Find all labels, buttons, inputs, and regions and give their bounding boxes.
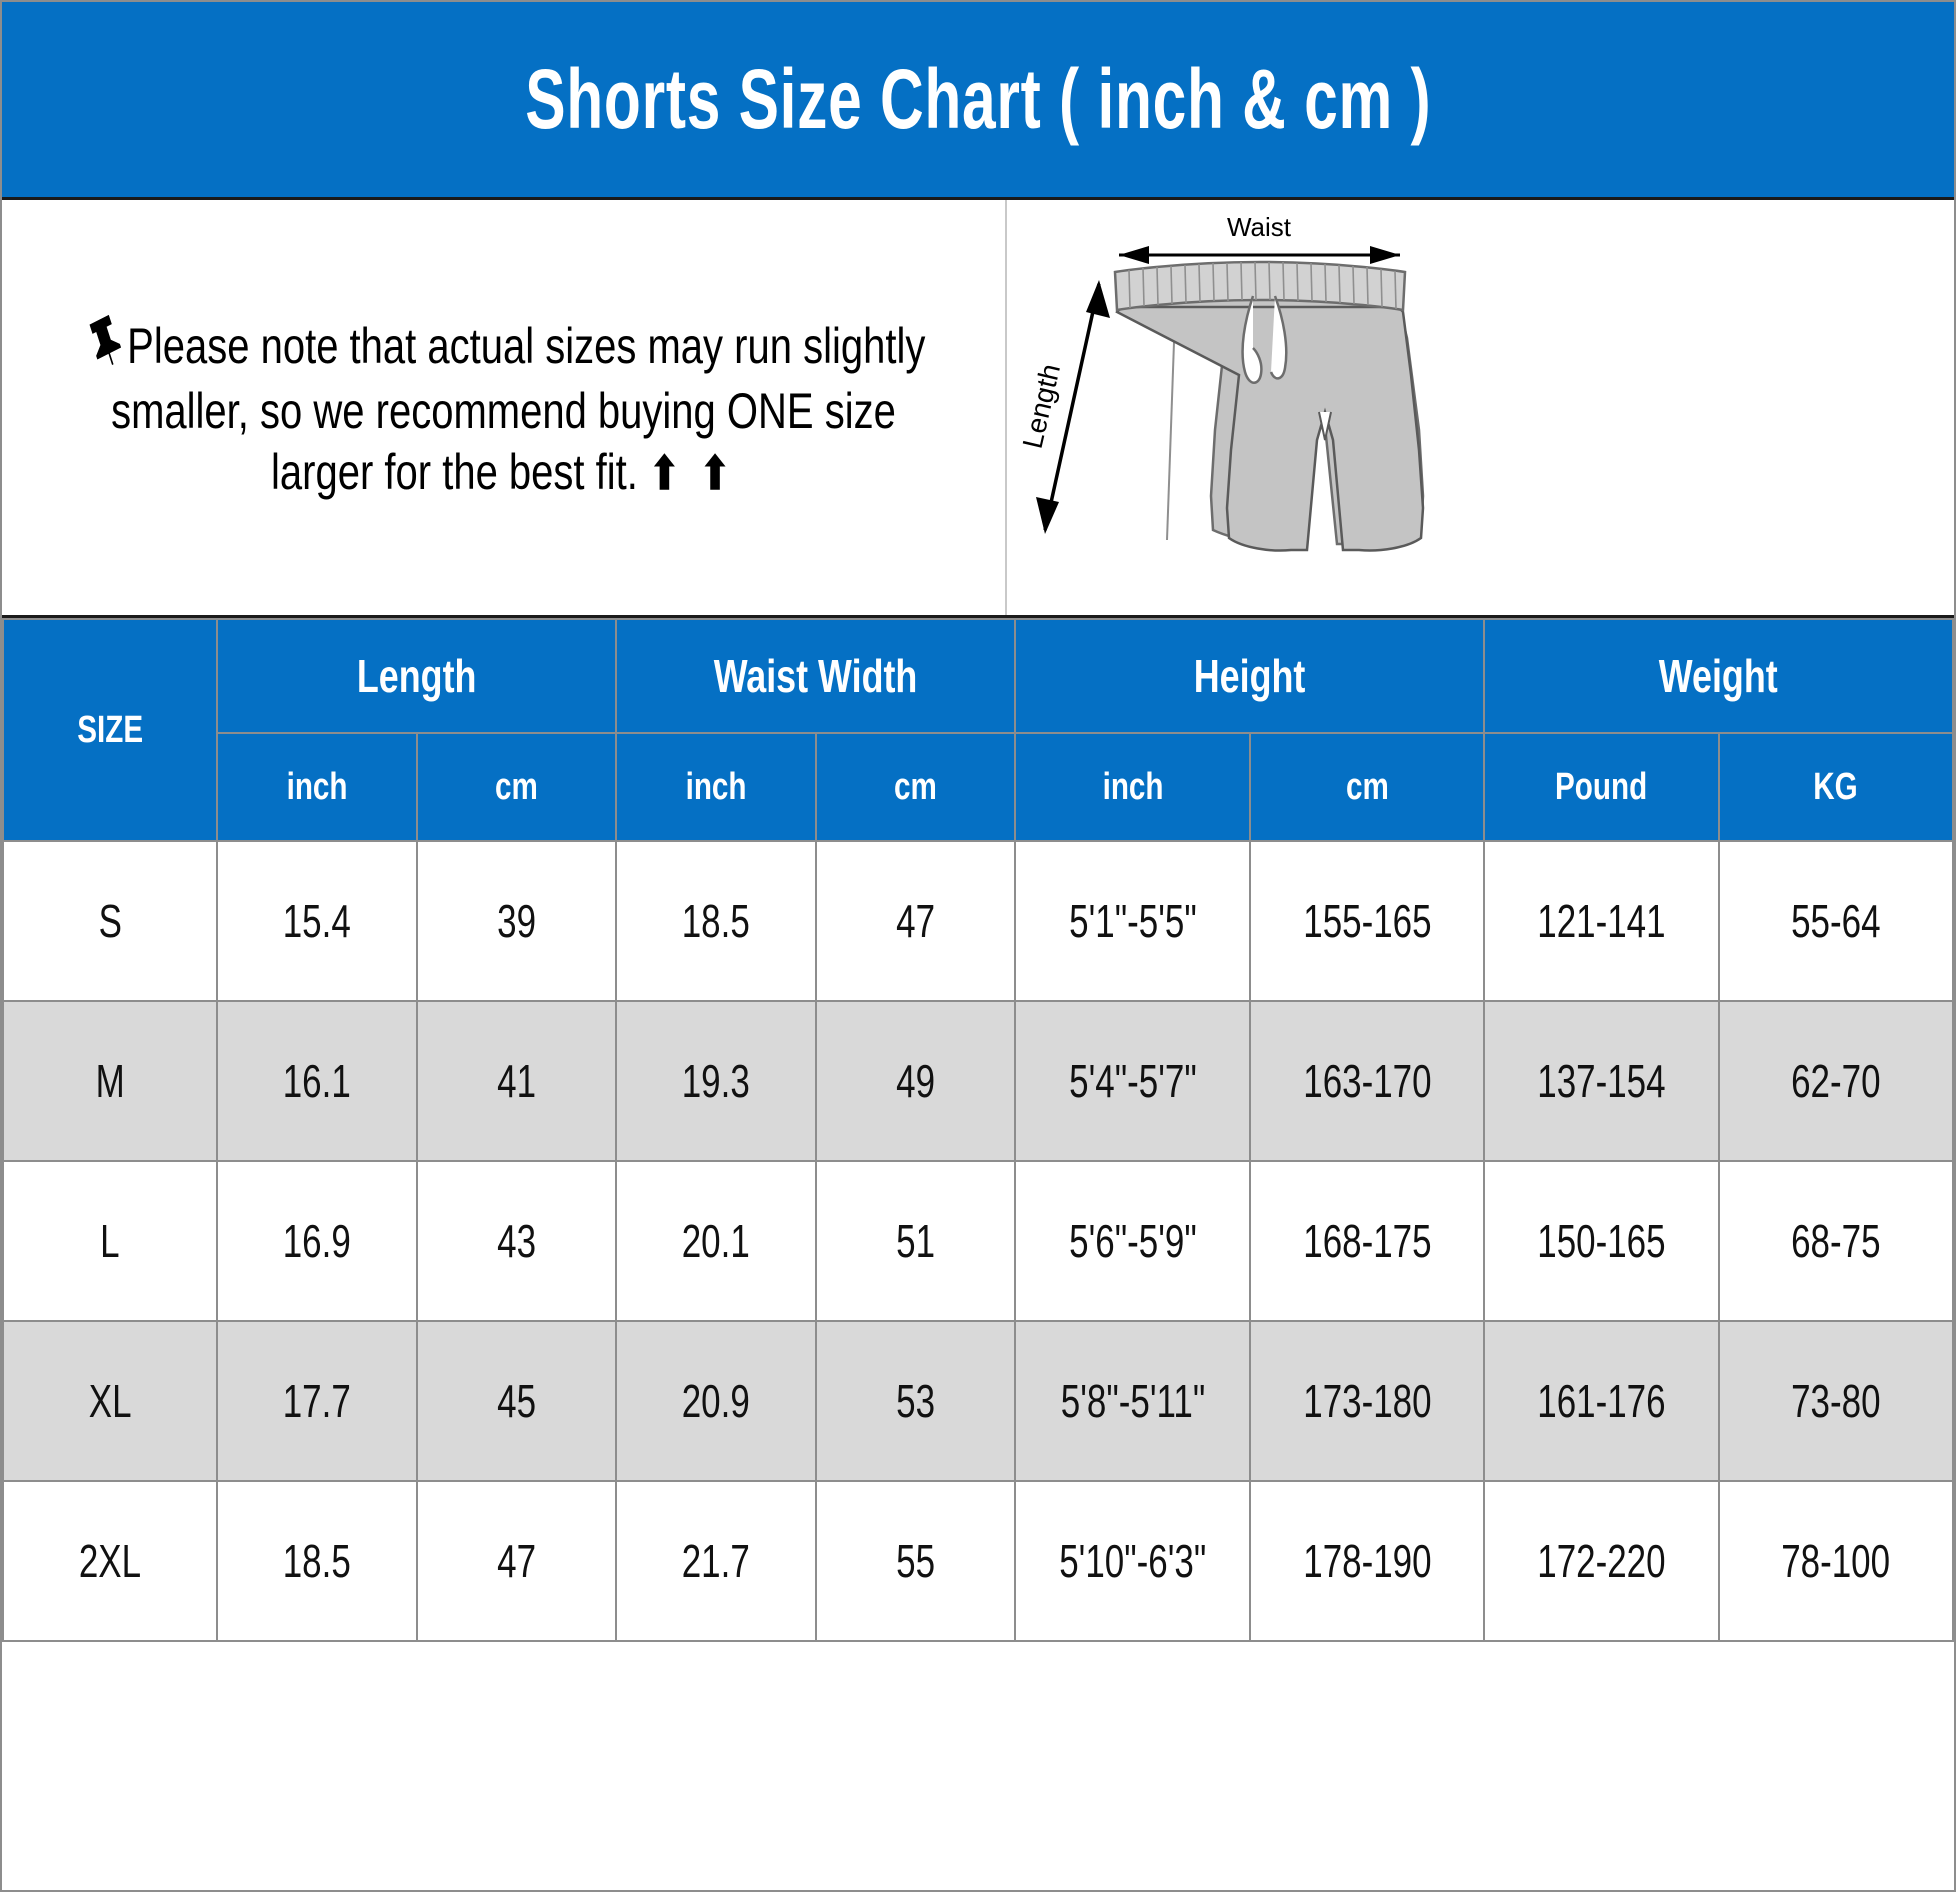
cell-length-cm: 41: [415, 1000, 618, 1162]
cell-waist-inch: 19.3: [615, 1000, 817, 1162]
note-line-1: Please note that actual sizes may run sl…: [126, 317, 926, 374]
cell-weight-kg: 78-100: [1717, 1480, 1955, 1642]
cell-weight-pound: 150-165: [1483, 1160, 1720, 1322]
chart-title-band: Shorts Size Chart ( inch & cm ): [2, 2, 1954, 200]
cell-waist-inch: 18.5: [615, 840, 817, 1002]
table-header: SIZE Length Waist Width Height Weight in…: [1, 618, 1955, 842]
cell-weight-pound: 161-176: [1483, 1320, 1720, 1482]
cell-waist-inch: 20.9: [615, 1320, 817, 1482]
cell-weight-kg: 62-70: [1717, 1000, 1955, 1162]
col-header-length-inch: inch: [216, 732, 418, 842]
cell-size: XL: [1, 1320, 219, 1482]
cell-weight-kg: 73-80: [1717, 1320, 1955, 1482]
cell-length-inch: 16.1: [216, 1000, 418, 1162]
cell-length-cm: 45: [415, 1320, 618, 1482]
cell-length-cm: 39: [415, 840, 618, 1002]
note-line-3: larger for the best fit.: [271, 443, 639, 500]
cell-height-inch: 5'1"-5'5": [1014, 840, 1251, 1002]
cell-length-inch: 17.7: [216, 1320, 418, 1482]
note-and-diagram-strip: Please note that actual sizes may run sl…: [2, 200, 1954, 618]
cell-length-inch: 18.5: [216, 1480, 418, 1642]
cell-height-inch: 5'4"-5'7": [1014, 1000, 1251, 1162]
drawstring: [1241, 295, 1288, 384]
cell-height-cm: 168-175: [1248, 1160, 1486, 1322]
cell-weight-pound: 137-154: [1483, 1000, 1720, 1162]
col-header-waist-cm: cm: [814, 732, 1017, 842]
cell-length-cm: 43: [415, 1160, 618, 1322]
cell-length-inch: 15.4: [216, 840, 418, 1002]
sizing-note: Please note that actual sizes may run sl…: [2, 200, 1007, 615]
shorts-outline: [1115, 305, 1425, 552]
cell-height-inch: 5'8"-5'11": [1014, 1320, 1251, 1482]
table-row: XL 17.7 45 20.9 53 5'8"-5'11" 173-180 16…: [1, 1320, 1955, 1482]
waist-dimension-arrow: [1119, 246, 1400, 264]
note-line-1-wrapper: Please note that actual sizes may run sl…: [82, 313, 925, 381]
shorts-illustration-svg: Waist Length: [1017, 212, 1425, 552]
cell-weight-kg: 68-75: [1717, 1160, 1955, 1322]
center-notch: [1318, 411, 1332, 441]
waist-label: Waist: [1227, 212, 1292, 242]
cell-height-inch: 5'6"-5'9": [1014, 1160, 1251, 1322]
cell-height-cm: 173-180: [1248, 1320, 1486, 1482]
col-header-height-cm: cm: [1248, 732, 1486, 842]
page-title: Shorts Size Chart ( inch & cm ): [524, 52, 1432, 146]
col-header-size: SIZE: [1, 618, 219, 842]
cell-waist-inch: 21.7: [615, 1480, 817, 1642]
cell-weight-pound: 172-220: [1483, 1480, 1720, 1642]
cell-height-cm: 178-190: [1248, 1480, 1486, 1642]
cell-size: S: [1, 840, 219, 1002]
table-row: L 16.9 43 20.1 51 5'6"-5'9" 168-175 150-…: [1, 1160, 1955, 1322]
table-row: S 15.4 39 18.5 47 5'1"-5'5" 155-165 121-…: [1, 840, 1955, 1002]
col-group-length: Length: [216, 618, 618, 734]
col-header-length-cm: cm: [415, 732, 618, 842]
up-arrows-icon: ⬆ ⬆: [649, 446, 736, 499]
col-header-weight-kg: KG: [1717, 732, 1955, 842]
shorts-diagram: Waist Length: [1007, 200, 1954, 615]
cell-waist-cm: 49: [814, 1000, 1017, 1162]
cell-waist-cm: 55: [814, 1480, 1017, 1642]
col-group-waist-width: Waist Width: [615, 618, 1017, 734]
group-header-row: SIZE Length Waist Width Height Weight: [1, 618, 1954, 842]
cell-height-inch: 5'10"-6'3": [1014, 1480, 1251, 1642]
cell-height-cm: 155-165: [1248, 840, 1486, 1002]
cell-waist-inch: 20.1: [615, 1160, 817, 1322]
col-group-height: Height: [1014, 618, 1486, 734]
note-line-2: smaller, so we recommend buying ONE size: [111, 382, 896, 439]
pushpin-icon: [82, 313, 125, 381]
table-row: 2XL 18.5 47 21.7 55 5'10"-6'3" 178-190 1…: [1, 1480, 1955, 1642]
cell-waist-cm: 51: [814, 1160, 1017, 1322]
length-label: Length: [1017, 361, 1066, 451]
table-row: M 16.1 41 19.3 49 5'4"-5'7" 163-170 137-…: [1, 1000, 1955, 1162]
size-table: SIZE Length Waist Width Height Weight in…: [1, 618, 1955, 1642]
cell-waist-cm: 53: [814, 1320, 1017, 1482]
cell-weight-kg: 55-64: [1717, 840, 1955, 1002]
col-header-height-inch: inch: [1014, 732, 1251, 842]
cell-size: 2XL: [1, 1480, 219, 1642]
table-body: S 15.4 39 18.5 47 5'1"-5'5" 155-165 121-…: [1, 840, 1955, 1642]
cell-length-inch: 16.9: [216, 1160, 418, 1322]
cell-length-cm: 47: [415, 1480, 618, 1642]
col-group-weight: Weight: [1483, 618, 1954, 734]
length-dimension-arrow: [1036, 280, 1110, 534]
cell-size: M: [1, 1000, 219, 1162]
cell-weight-pound: 121-141: [1483, 840, 1720, 1002]
cell-waist-cm: 47: [814, 840, 1017, 1002]
col-header-waist-inch: inch: [615, 732, 817, 842]
col-header-weight-pound: Pound: [1483, 732, 1720, 842]
cell-size: L: [1, 1160, 219, 1322]
waistband: [1113, 260, 1407, 312]
cell-height-cm: 163-170: [1248, 1000, 1486, 1162]
sub-header-row: inch cm inch cm inch cm Pound KG: [3, 732, 1955, 842]
note-line-3-wrapper: larger for the best fit. ⬆ ⬆: [271, 442, 735, 503]
